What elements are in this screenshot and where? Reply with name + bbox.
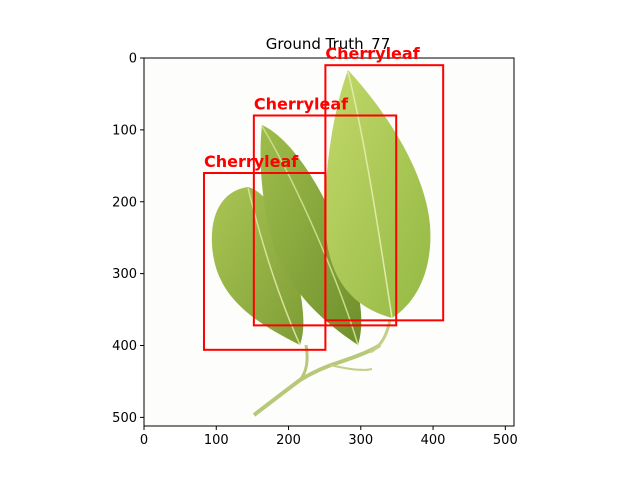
leaf-middle-icon (260, 125, 362, 345)
x-tick-label: 100 (204, 433, 229, 448)
y-tick-label: 500 (112, 411, 137, 426)
y-tick-label: 100 (112, 123, 137, 138)
bounding-box-label: Cherryleaf (325, 44, 420, 63)
y-tick-label: 400 (112, 339, 137, 354)
plot-title: Ground Truth_77 (266, 35, 391, 54)
x-tick-label: 400 (421, 433, 446, 448)
bounding-box (324, 64, 445, 322)
y-tick-label: 300 (112, 267, 137, 282)
x-tick-label: 500 (493, 433, 518, 448)
bounding-box-label: Cherryleaf (254, 95, 349, 114)
plot-frame (143, 57, 515, 427)
y-axis-ticks: 0 100 200 300 400 500 (112, 52, 144, 426)
x-axis-ticks: 0 100 200 300 400 500 (140, 426, 518, 448)
bounding-box-label: Cherryleaf (204, 152, 299, 171)
y-tick-label: 0 (129, 52, 137, 67)
photo (144, 58, 514, 426)
x-tick-label: 200 (276, 433, 301, 448)
y-tick-label: 200 (112, 195, 137, 210)
x-tick-label: 0 (140, 433, 148, 448)
leaf-right-icon (325, 70, 431, 318)
annotation-boxes: Cherryleaf Cherryleaf Cherryleaf (202, 44, 445, 351)
leaf-stem-icon (252, 343, 382, 417)
x-tick-label: 300 (348, 433, 373, 448)
